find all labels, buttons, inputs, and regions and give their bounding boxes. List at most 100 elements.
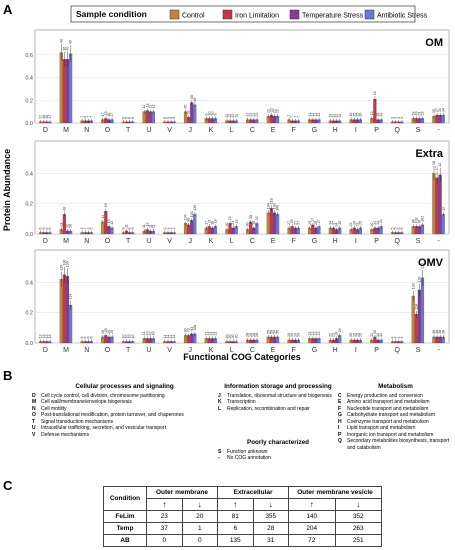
x-tick-label: M	[63, 347, 69, 354]
data-label: 13	[376, 113, 380, 117]
data-label: 3	[397, 117, 401, 119]
down-arrow-icon: ↓	[252, 498, 289, 511]
data-label: 12	[332, 114, 336, 118]
legend-label: Iron Limitation	[235, 13, 279, 20]
data-label: 25	[314, 221, 318, 225]
legend-box	[70, 5, 416, 23]
x-tick-label: V	[167, 238, 172, 245]
bar	[65, 276, 70, 344]
facet-label: OM	[425, 37, 443, 49]
bar	[69, 304, 73, 344]
data-label: 9	[128, 227, 132, 229]
data-label: 11	[225, 114, 229, 118]
data-label: 23	[332, 333, 336, 337]
table-cell: 81	[217, 510, 254, 523]
data-label: 17	[39, 115, 43, 119]
x-tick-label: G	[312, 127, 317, 134]
data-label: 25	[308, 221, 312, 225]
data-label: 35	[338, 221, 342, 225]
down-arrow-icon: ↓	[181, 498, 218, 511]
data-label: 12	[228, 114, 232, 118]
data-label: 21	[207, 219, 211, 223]
data-label: 23	[355, 222, 359, 226]
data-label: 118	[414, 304, 418, 310]
bar	[417, 289, 421, 344]
data-label: 114	[69, 294, 73, 300]
data-label: 25	[359, 221, 363, 225]
x-tick-label: K	[209, 347, 214, 354]
data-label: 40	[69, 40, 73, 44]
x-tick-label: D	[43, 238, 48, 245]
data-label: 100	[276, 205, 280, 211]
x-tick-label: Q	[395, 238, 401, 245]
data-label: 13	[110, 221, 114, 225]
data-label: 6	[48, 227, 52, 229]
cog-item: C Energy production and conversion	[338, 392, 423, 399]
data-label: 19	[290, 333, 294, 337]
data-label: 21	[211, 331, 215, 335]
x-tick-label: I	[355, 127, 357, 134]
data-label: 2	[166, 227, 170, 229]
bar	[411, 295, 415, 344]
data-label: 23	[308, 331, 312, 335]
cog-group-title: Poorly characterized	[247, 439, 309, 446]
data-label: 126	[418, 277, 422, 283]
data-label: 22	[255, 113, 259, 117]
x-tick-label: I	[355, 238, 357, 245]
cog-group-title: Cellular processes and signaling	[75, 383, 174, 390]
data-label: 20	[234, 334, 238, 338]
data-label: 22	[234, 219, 238, 223]
data-label: 49	[414, 111, 418, 115]
data-label: 7	[86, 116, 90, 118]
bar	[59, 52, 63, 124]
data-label: 104	[184, 214, 188, 220]
down-arrow-icon: ↓	[334, 498, 382, 511]
x-tick-label: E	[271, 347, 276, 354]
x-axis-title: Functional COG Categories	[183, 352, 301, 362]
data-label: 15	[352, 113, 356, 117]
data-label: 13	[45, 334, 49, 338]
y-axis-title: Protein Abundance	[2, 149, 12, 231]
data-label: 36	[246, 222, 250, 226]
data-label: 18	[107, 113, 111, 117]
x-tick-label: K	[209, 127, 214, 134]
data-label: 11	[152, 224, 156, 228]
data-label: 18	[432, 161, 436, 165]
data-label: 6	[122, 117, 126, 119]
data-label: 102	[421, 216, 425, 222]
data-label: 102	[273, 203, 277, 209]
data-label: 11	[317, 113, 321, 117]
x-tick-label: N	[84, 347, 89, 354]
group-header: Extracellular	[217, 486, 289, 499]
data-label: 4	[391, 336, 395, 338]
bar	[420, 277, 425, 344]
cog-item: L Replication, recombination and repair	[218, 405, 310, 412]
legend-swatch	[364, 9, 375, 20]
data-label: 10	[207, 111, 211, 115]
y-tick-label: 0.4	[25, 171, 33, 177]
group-header: Outer membrane vesicle	[288, 486, 382, 499]
data-label: 133	[421, 263, 425, 269]
table-cell: 6	[217, 522, 254, 535]
data-label: 40	[59, 39, 63, 43]
differential-table: Condition Outer membrane Extracellular O…	[103, 486, 382, 547]
data-label: 7	[290, 116, 294, 118]
cog-item: N Cell motility	[32, 405, 67, 412]
facet-panel	[34, 140, 450, 235]
cog-group-poorly: Poorly characterized S Function unknown -…	[218, 439, 338, 462]
data-label: 5	[391, 227, 395, 229]
data-label: 27	[296, 221, 300, 225]
data-label: 11	[169, 335, 173, 339]
data-label: 19	[293, 333, 297, 337]
data-label: 3	[80, 227, 84, 229]
data-label: 11	[148, 224, 152, 228]
data-label: 22	[252, 113, 256, 117]
bar	[190, 102, 194, 124]
x-tick-label: U	[146, 127, 151, 134]
data-label: 9	[131, 227, 135, 229]
data-label: 54	[273, 330, 277, 334]
data-label: 96	[411, 219, 415, 223]
table-cell: 0	[181, 534, 218, 547]
cog-legend-panel: B Cellular processes and signaling D Cell…	[0, 368, 455, 478]
data-label: 20	[225, 222, 229, 226]
